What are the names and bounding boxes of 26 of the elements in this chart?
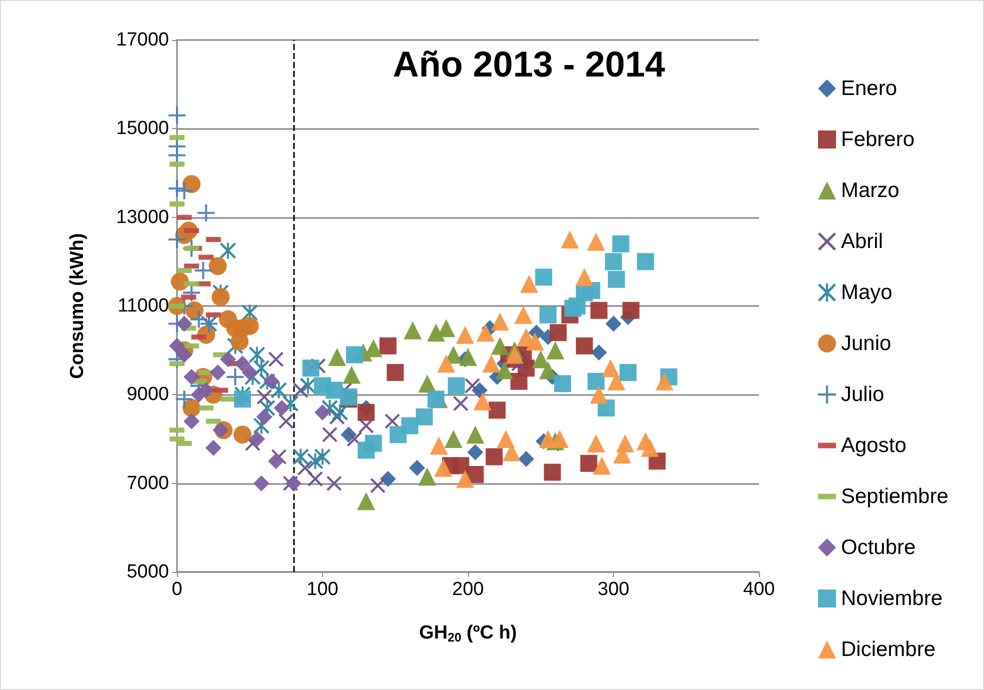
legend-label: Febrero [841, 128, 915, 151]
x-tick-label: 0 [172, 579, 182, 600]
x-tick-label: 100 [306, 579, 338, 600]
legend-label: Agosto [841, 434, 906, 457]
y-tick-label: 17000 [116, 30, 169, 50]
chart-title: Año 2013 - 2014 [392, 44, 666, 84]
legend-label: Noviembre [841, 587, 943, 610]
legend-label: Julio [841, 383, 884, 406]
x-tick-label: 200 [452, 579, 484, 600]
legend-label: Septiembre [841, 485, 948, 508]
legend-label: Enero [841, 77, 898, 100]
y-tick-label: 13000 [116, 206, 169, 228]
legend-label: Abril [841, 230, 884, 253]
legend-label: Mayo [841, 281, 892, 304]
legend-label: Marzo [841, 179, 900, 202]
legend-label: Octubre [841, 536, 916, 559]
y-tick-label: 9000 [126, 384, 169, 406]
legend-label: Diciembre [841, 638, 936, 661]
y-axis-title: Consumo (kWh) [67, 233, 88, 379]
y-tick-label: 15000 [116, 118, 169, 140]
x-tick-label: 400 [743, 579, 775, 600]
y-tick-label: 5000 [126, 562, 169, 582]
y-tick-label: 11000 [118, 296, 169, 316]
x-tick-label: 300 [598, 579, 630, 600]
y-tick-label: 7000 [126, 472, 169, 494]
legend-label: Junio [841, 332, 892, 355]
